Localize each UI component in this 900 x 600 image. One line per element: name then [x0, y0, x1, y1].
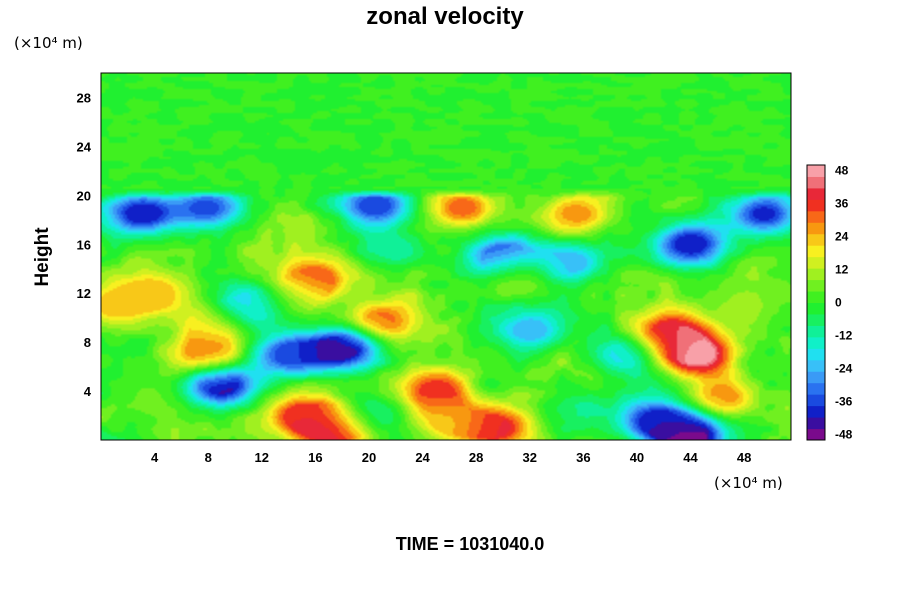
colorbar-segment	[807, 302, 825, 315]
x-tick-label: 16	[308, 450, 322, 465]
colorbar-tick-label: -24	[835, 361, 853, 375]
colorbar-tick-labels: 48 36 24 12 0 -12 -24 -36 -48	[835, 164, 853, 442]
x-tick-label: 40	[630, 450, 644, 465]
y-axis-ticks: 4 8 12 16 20 24 28	[77, 90, 92, 399]
colorbar-tick-label: 12	[835, 263, 849, 277]
colorbar-segment	[807, 348, 825, 361]
colorbar-tick-label: 36	[835, 197, 849, 211]
colorbar-frame	[806, 164, 826, 441]
x-axis-unit: (×10⁴ m)	[714, 474, 783, 492]
x-tick-label: 28	[469, 450, 483, 465]
colorbar-segment	[807, 405, 825, 418]
heatmap-field	[101, 73, 791, 440]
colorbar-tick-label: -36	[835, 394, 853, 408]
colorbar-segment	[807, 313, 825, 326]
y-tick-label: 20	[77, 188, 91, 203]
colorbar-tick-label: 24	[835, 230, 849, 244]
colorbar-segment	[807, 359, 825, 372]
x-tick-label: 20	[362, 450, 376, 465]
plot-frame	[100, 72, 792, 441]
colorbar-tick-label: 48	[835, 164, 849, 178]
time-label: TIME = 1031040.0	[396, 534, 545, 554]
x-axis-ticks: 4 8 12 16 20 24 28 32 36 40 44 48	[151, 450, 751, 465]
y-tick-label: 24	[77, 139, 92, 154]
colorbar-segment	[807, 336, 825, 349]
colorbar-tick-label: -12	[835, 328, 853, 342]
colorbar-tick-label: 0	[835, 296, 842, 310]
y-tick-label: 16	[77, 237, 91, 252]
y-tick-label: 4	[84, 384, 92, 399]
colorbar-segment	[807, 279, 825, 292]
colorbar-segment	[807, 268, 825, 281]
x-tick-label: 24	[415, 450, 430, 465]
x-tick-label: 36	[576, 450, 590, 465]
heatmap-plot-area	[100, 72, 792, 441]
colorbar-segment	[807, 256, 825, 269]
y-axis-unit: (×10⁴ m)	[14, 34, 83, 52]
chart-title: zonal velocity	[366, 3, 524, 30]
y-axis-label: Height	[32, 227, 53, 287]
colorbar	[806, 164, 826, 441]
colorbar-tick-label: -48	[835, 427, 853, 441]
colorbar-segment	[807, 199, 825, 212]
colorbar-segment	[807, 428, 825, 441]
colorbar-segment	[807, 233, 825, 246]
colorbar-segment	[807, 176, 825, 189]
y-tick-label: 28	[77, 90, 91, 105]
colorbar-segment	[807, 222, 825, 235]
colorbar-segment	[807, 291, 825, 303]
colorbar-segment	[807, 394, 825, 407]
colorbar-segment	[807, 417, 825, 430]
colorbar-segment	[807, 187, 825, 200]
colorbar-segment	[807, 245, 825, 258]
x-tick-label: 44	[683, 450, 698, 465]
x-tick-label: 8	[205, 450, 212, 465]
colorbar-segment	[807, 382, 825, 395]
x-tick-label: 4	[151, 450, 159, 465]
x-tick-label: 48	[737, 450, 751, 465]
x-tick-label: 32	[523, 450, 537, 465]
colorbar-segment	[807, 371, 825, 384]
colorbar-segment	[807, 165, 825, 177]
x-tick-label: 12	[255, 450, 269, 465]
colorbar-segment	[807, 210, 825, 223]
colorbar-segment	[807, 325, 825, 338]
y-tick-label: 12	[77, 286, 91, 301]
y-tick-label: 8	[84, 335, 91, 350]
